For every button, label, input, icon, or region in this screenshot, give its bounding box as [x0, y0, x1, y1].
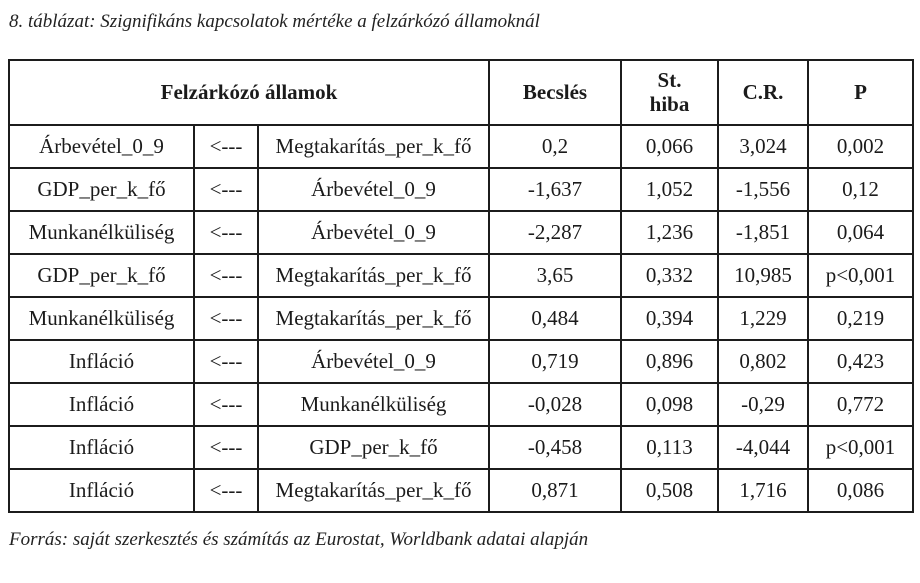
becsles-cell: -1,637 [488, 166, 622, 212]
arrow-cell: <--- [193, 166, 259, 212]
st-hiba-cell: 0,394 [620, 295, 719, 341]
column-header-cr: C.R. [717, 58, 809, 126]
becsles-cell: -2,287 [488, 209, 622, 255]
cr-cell: -1,851 [717, 209, 809, 255]
becsles-cell: 0,2 [488, 123, 622, 169]
st-hiba-cell: 0,098 [620, 381, 719, 427]
source-note: Forrás: saját szerkesztés és számítás az… [9, 528, 589, 550]
p-cell: 0,064 [807, 209, 914, 255]
predictor-cell: Árbevétel_0_9 [257, 338, 490, 384]
becsles-cell: -0,028 [488, 381, 622, 427]
table-row: Infláció <--- Megtakarítás_per_k_fő 0,87… [8, 467, 914, 513]
p-cell: 0,772 [807, 381, 914, 427]
predictor-cell: Megtakarítás_per_k_fő [257, 252, 490, 298]
column-header-group: Felzárkózó államok [8, 58, 490, 126]
dependent-cell: GDP_per_k_fő [8, 252, 195, 298]
dependent-cell: Munkanélküliség [8, 209, 195, 255]
significant-relationships-table: Felzárkózó államok Becslés St. hiba C.R.… [8, 58, 914, 513]
cr-cell: -0,29 [717, 381, 809, 427]
becsles-cell: 3,65 [488, 252, 622, 298]
cr-cell: -1,556 [717, 166, 809, 212]
cr-cell: -4,044 [717, 424, 809, 470]
table-row: GDP_per_k_fő <--- Árbevétel_0_9 -1,637 1… [8, 166, 914, 212]
predictor-cell: Megtakarítás_per_k_fő [257, 295, 490, 341]
st-hiba-cell: 0,896 [620, 338, 719, 384]
st-hiba-cell: 1,052 [620, 166, 719, 212]
column-header-p: P [807, 58, 914, 126]
predictor-cell: Árbevétel_0_9 [257, 209, 490, 255]
dependent-cell: Infláció [8, 381, 195, 427]
p-cell: 0,12 [807, 166, 914, 212]
arrow-cell: <--- [193, 424, 259, 470]
header-row: Felzárkózó államok Becslés St. hiba C.R.… [8, 58, 914, 126]
cr-cell: 1,716 [717, 467, 809, 513]
st-hiba-cell: 0,508 [620, 467, 719, 513]
dependent-cell: Infláció [8, 424, 195, 470]
predictor-cell: Megtakarítás_per_k_fő [257, 123, 490, 169]
table-row: Infláció <--- Árbevétel_0_9 0,719 0,896 … [8, 338, 914, 384]
cr-cell: 10,985 [717, 252, 809, 298]
dependent-cell: Árbevétel_0_9 [8, 123, 195, 169]
predictor-cell: Megtakarítás_per_k_fő [257, 467, 490, 513]
predictor-cell: GDP_per_k_fő [257, 424, 490, 470]
table-row: Infláció <--- GDP_per_k_fő -0,458 0,113 … [8, 424, 914, 470]
document-page: 8. táblázat: Szignifikáns kapcsolatok mé… [8, 11, 914, 550]
table-row: Árbevétel_0_9 <--- Megtakarítás_per_k_fő… [8, 123, 914, 169]
p-cell: 0,219 [807, 295, 914, 341]
dependent-cell: Infláció [8, 338, 195, 384]
p-cell: 0,423 [807, 338, 914, 384]
column-header-st-hiba: St. hiba [620, 58, 719, 126]
column-header-becsles: Becslés [488, 58, 622, 126]
arrow-cell: <--- [193, 338, 259, 384]
becsles-cell: -0,458 [488, 424, 622, 470]
table-row: Infláció <--- Munkanélküliség -0,028 0,0… [8, 381, 914, 427]
arrow-cell: <--- [193, 295, 259, 341]
table-body: Árbevétel_0_9 <--- Megtakarítás_per_k_fő… [8, 123, 914, 513]
dependent-cell: GDP_per_k_fő [8, 166, 195, 212]
arrow-cell: <--- [193, 252, 259, 298]
st-hiba-cell: 0,113 [620, 424, 719, 470]
p-cell: p<0,001 [807, 424, 914, 470]
table-caption: 8. táblázat: Szignifikáns kapcsolatok mé… [9, 11, 540, 32]
table-row: GDP_per_k_fő <--- Megtakarítás_per_k_fő … [8, 252, 914, 298]
st-hiba-cell: 0,332 [620, 252, 719, 298]
st-hiba-cell: 0,066 [620, 123, 719, 169]
arrow-cell: <--- [193, 381, 259, 427]
p-cell: 0,002 [807, 123, 914, 169]
becsles-cell: 0,719 [488, 338, 622, 384]
arrow-cell: <--- [193, 467, 259, 513]
cr-cell: 1,229 [717, 295, 809, 341]
cr-cell: 0,802 [717, 338, 809, 384]
p-cell: 0,086 [807, 467, 914, 513]
becsles-cell: 0,484 [488, 295, 622, 341]
table-header: Felzárkózó államok Becslés St. hiba C.R.… [8, 58, 914, 126]
predictor-cell: Árbevétel_0_9 [257, 166, 490, 212]
table-row: Munkanélküliség <--- Árbevétel_0_9 -2,28… [8, 209, 914, 255]
predictor-cell: Munkanélküliség [257, 381, 490, 427]
p-cell: p<0,001 [807, 252, 914, 298]
dependent-cell: Infláció [8, 467, 195, 513]
st-hiba-cell: 1,236 [620, 209, 719, 255]
table-row: Munkanélküliség <--- Megtakarítás_per_k_… [8, 295, 914, 341]
arrow-cell: <--- [193, 123, 259, 169]
arrow-cell: <--- [193, 209, 259, 255]
cr-cell: 3,024 [717, 123, 809, 169]
dependent-cell: Munkanélküliség [8, 295, 195, 341]
becsles-cell: 0,871 [488, 467, 622, 513]
